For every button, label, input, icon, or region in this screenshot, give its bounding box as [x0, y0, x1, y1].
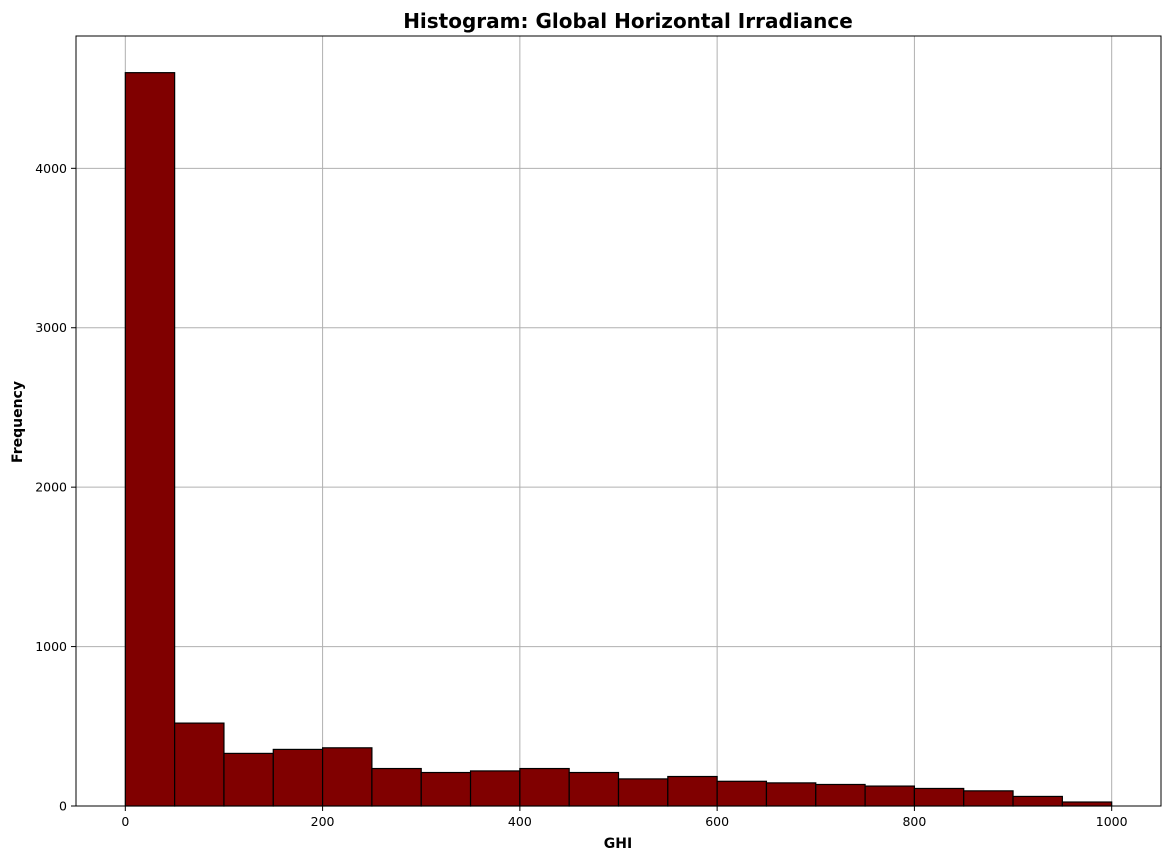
x-tick-label-2: 400 [508, 814, 532, 829]
y-tick-label-2: 2000 [35, 480, 67, 495]
grid [76, 36, 1161, 807]
plot-frame [75, 35, 1162, 807]
histogram-bar-19 [1061, 801, 1113, 807]
chart-title: Histogram: Global Horizontal Irradiance [403, 9, 853, 33]
y-tick-label-3: 3000 [35, 320, 67, 335]
histogram-bar-17 [963, 790, 1014, 807]
x-axis-label: GHI [604, 836, 632, 852]
histogram-bar-9 [568, 771, 620, 807]
histogram-bar-6 [420, 771, 472, 807]
y-tick-label-0: 0 [59, 799, 67, 814]
histogram-bar-2 [223, 752, 274, 807]
x-axis-ticks: 0 200 400 600 800 1000 [121, 806, 1128, 829]
histogram-bar-4 [321, 747, 373, 807]
x-tick-label-5: 1000 [1096, 814, 1128, 829]
x-tick-label-4: 800 [902, 814, 926, 829]
y-axis-label: Frequency [10, 381, 26, 463]
histogram-bar-14 [815, 783, 866, 807]
y-tick-label-4: 4000 [35, 161, 67, 176]
histogram-bar-18 [1012, 795, 1063, 807]
x-tick-label-0: 0 [121, 814, 129, 829]
histogram-bar-13 [765, 782, 817, 807]
histogram-bar-8 [519, 767, 570, 807]
x-tick-label-1: 200 [311, 814, 335, 829]
y-tick-label-1: 1000 [35, 639, 67, 654]
histogram-bar-7 [469, 770, 521, 807]
histogram-bar-10 [617, 778, 669, 807]
histogram-bar-3 [272, 748, 324, 807]
x-tick-label-3: 600 [705, 814, 729, 829]
bars [124, 72, 1113, 807]
y-axis-ticks: 0 1000 2000 3000 4000 [35, 161, 76, 814]
histogram-bar-16 [913, 787, 965, 807]
histogram-bar-5 [371, 767, 422, 807]
histogram-bar-12 [716, 780, 768, 807]
histogram-bar-1 [174, 722, 225, 807]
histogram-bar-15 [864, 785, 916, 807]
histogram-bar-11 [667, 775, 718, 807]
histogram-bar-0 [124, 72, 176, 807]
